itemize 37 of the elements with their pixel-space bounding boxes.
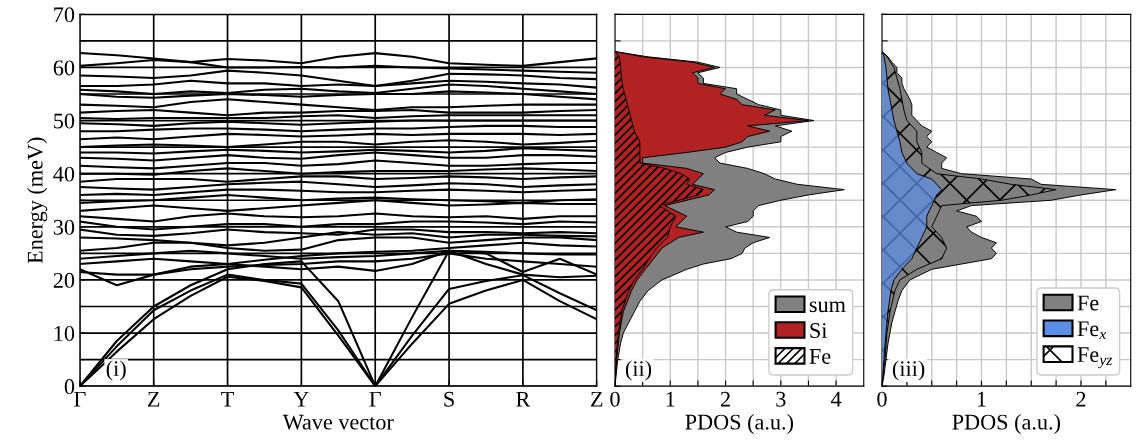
x-tick-label: 2 [1076, 391, 1086, 407]
x-tick-label: 4 [830, 391, 842, 407]
y-tick-label: 10 [54, 325, 75, 341]
annotation: (i) [106, 360, 126, 381]
y-tick-label: 70 [54, 7, 75, 23]
y-tick-label: 0 [64, 379, 75, 395]
x-tick-label: 2 [720, 391, 730, 407]
annotation: (ii) [625, 360, 652, 381]
x-tick-label: Z [591, 391, 603, 407]
x-tick-label: R [516, 391, 531, 407]
x-tick-label: 0 [610, 391, 620, 407]
x-axis-title: PDOS (a.u.) [952, 413, 1061, 435]
annotation: (iii) [892, 360, 925, 381]
legend-label: Fe$_{x}$ [1077, 321, 1107, 340]
y-axis-title: Energy (meV) [27, 137, 48, 264]
x-tick-label: Y [293, 391, 309, 407]
legend-label: Fe$_{yz}$ [1077, 347, 1113, 369]
x-tick-label: 0 [877, 391, 887, 407]
x-tick-label: 1 [977, 391, 986, 407]
x-tick-label: 3 [776, 391, 786, 407]
y-tick-label: 30 [53, 219, 75, 235]
x-tick-label: Z [147, 391, 160, 407]
legend-label: Fe [1077, 295, 1099, 311]
y-tick-label: 40 [53, 166, 75, 182]
x-axis-title: PDOS (a.u.) [685, 413, 794, 435]
y-tick-label: 20 [53, 272, 75, 288]
legend-label: Fe [809, 349, 831, 364]
legend-label: Si [810, 323, 828, 339]
x-tick-label: 1 [666, 391, 675, 407]
legend-label: sum [809, 301, 846, 313]
x-tick-label: Γ [74, 391, 86, 407]
x-tick-label: T [221, 391, 234, 407]
y-tick-label: 60 [53, 60, 75, 76]
y-tick-label: 50 [54, 113, 75, 129]
x-axis-title: Wave vector [282, 414, 394, 430]
x-tick-label: S [444, 391, 454, 407]
x-tick-label: Γ [369, 391, 381, 407]
